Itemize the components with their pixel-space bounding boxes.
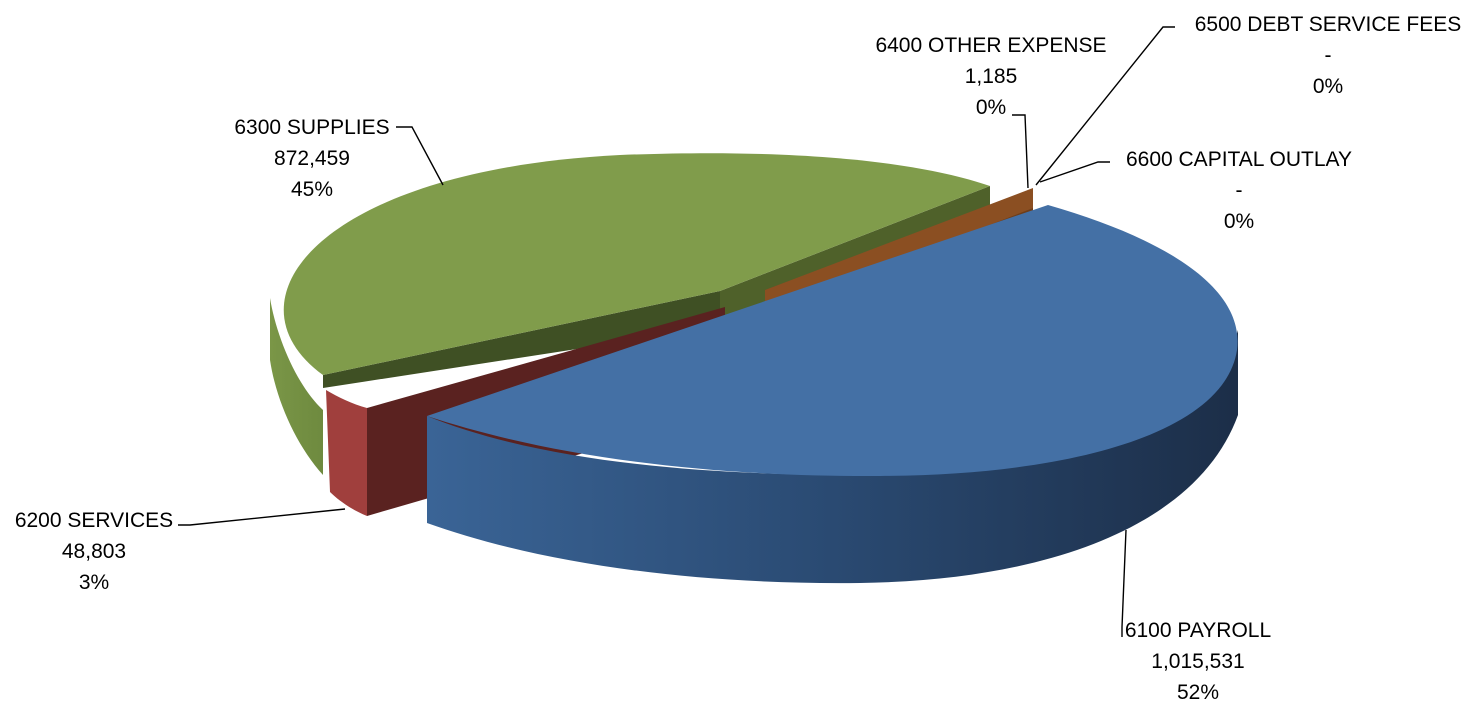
label-payroll-percent: 52% <box>1177 681 1219 704</box>
label-capital-outlay-percent: 0% <box>1224 210 1254 233</box>
slice-services-outer-side <box>326 390 367 516</box>
label-other-expense-value: 1,185 <box>965 65 1018 88</box>
label-payroll-value: 1,015,531 <box>1151 650 1244 673</box>
label-debt-service-fees-name: 6500 DEBT SERVICE FEES <box>1195 13 1462 36</box>
label-supplies: 6300 SUPPLIES 872,459 45% <box>234 116 389 201</box>
label-services-percent: 3% <box>79 571 109 594</box>
label-services-name: 6200 SERVICES <box>15 509 173 532</box>
slice-supplies-side <box>270 298 323 475</box>
leader-lines <box>178 26 1175 637</box>
label-debt-service-fees-percent: 0% <box>1313 75 1343 98</box>
label-other-expense-percent: 0% <box>976 96 1006 119</box>
label-debt-service-fees-value: - <box>1325 44 1332 67</box>
label-supplies-value: 872,459 <box>274 147 350 170</box>
leader-payroll <box>1121 529 1127 637</box>
slice-payroll <box>427 205 1238 584</box>
label-payroll-name: 6100 PAYROLL <box>1125 619 1271 642</box>
label-capital-outlay-name: 6600 CAPITAL OUTLAY <box>1126 148 1352 171</box>
leader-other-expense <box>1012 114 1029 189</box>
slice-supplies-inner-face <box>323 291 720 388</box>
leader-supplies <box>396 126 444 186</box>
label-capital-outlay-value: - <box>1236 179 1243 202</box>
slice-supplies-top <box>283 153 990 375</box>
leader-debt-service <box>1035 26 1175 186</box>
label-services-value: 48,803 <box>62 540 126 563</box>
label-other-expense-name: 6400 OTHER EXPENSE <box>875 34 1106 57</box>
label-other-expense: 6400 OTHER EXPENSE 1,185 0% <box>875 34 1106 119</box>
label-services: 6200 SERVICES 48,803 3% <box>15 509 173 594</box>
label-capital-outlay: 6600 CAPITAL OUTLAY - 0% <box>1126 148 1352 233</box>
label-debt-service-fees: 6500 DEBT SERVICE FEES - 0% <box>1195 13 1462 98</box>
label-payroll: 6100 PAYROLL 1,015,531 52% <box>1125 619 1271 704</box>
slice-payroll-top <box>427 205 1238 477</box>
leader-services <box>178 508 346 526</box>
label-supplies-percent: 45% <box>291 178 333 201</box>
leader-capital-outlay <box>1039 161 1110 183</box>
label-supplies-name: 6300 SUPPLIES <box>234 116 389 139</box>
slice-payroll-side <box>427 330 1238 584</box>
